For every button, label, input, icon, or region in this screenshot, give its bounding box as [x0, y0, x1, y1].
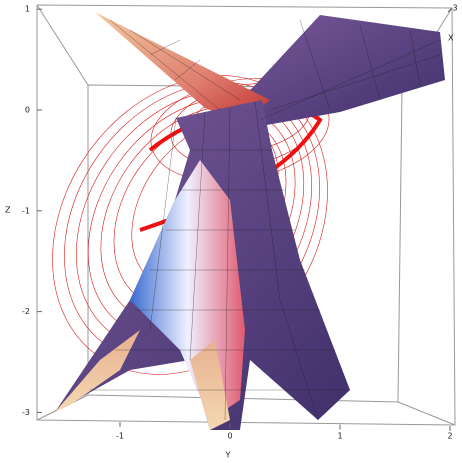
z-tick-label: 0	[25, 106, 30, 115]
x-axis-label: X	[448, 34, 454, 43]
y-tick-label: 0	[227, 432, 232, 441]
y-tick-label: 1	[337, 432, 342, 441]
y-axis-label: Y	[225, 451, 231, 460]
y-tick-label: -1	[116, 432, 124, 441]
surface	[55, 12, 445, 430]
z-tick-label: -1	[22, 206, 30, 215]
x-tick	[447, 7, 453, 13]
z-tick-label: 1	[25, 5, 30, 14]
y-tick-label: 2	[447, 432, 452, 441]
x-tick-label: 3	[452, 4, 457, 13]
axis-labels: Z Y X	[5, 34, 454, 460]
z-tick-label: -2	[22, 307, 30, 316]
z-axis-label: Z	[5, 206, 11, 215]
z-tick-label: -3	[22, 408, 30, 417]
